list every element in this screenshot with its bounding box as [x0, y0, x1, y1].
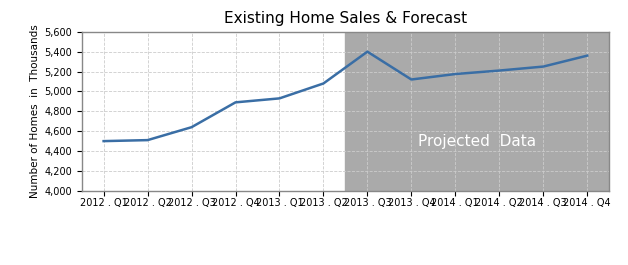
- Title: Existing Home Sales & Forecast: Existing Home Sales & Forecast: [224, 11, 467, 26]
- Text: Projected  Data: Projected Data: [418, 134, 536, 149]
- Y-axis label: Number of Homes  in  Thousands: Number of Homes in Thousands: [30, 24, 40, 198]
- Bar: [345, 32, 609, 191]
- Legend: Existing Home Sales: Existing Home Sales: [271, 263, 420, 265]
